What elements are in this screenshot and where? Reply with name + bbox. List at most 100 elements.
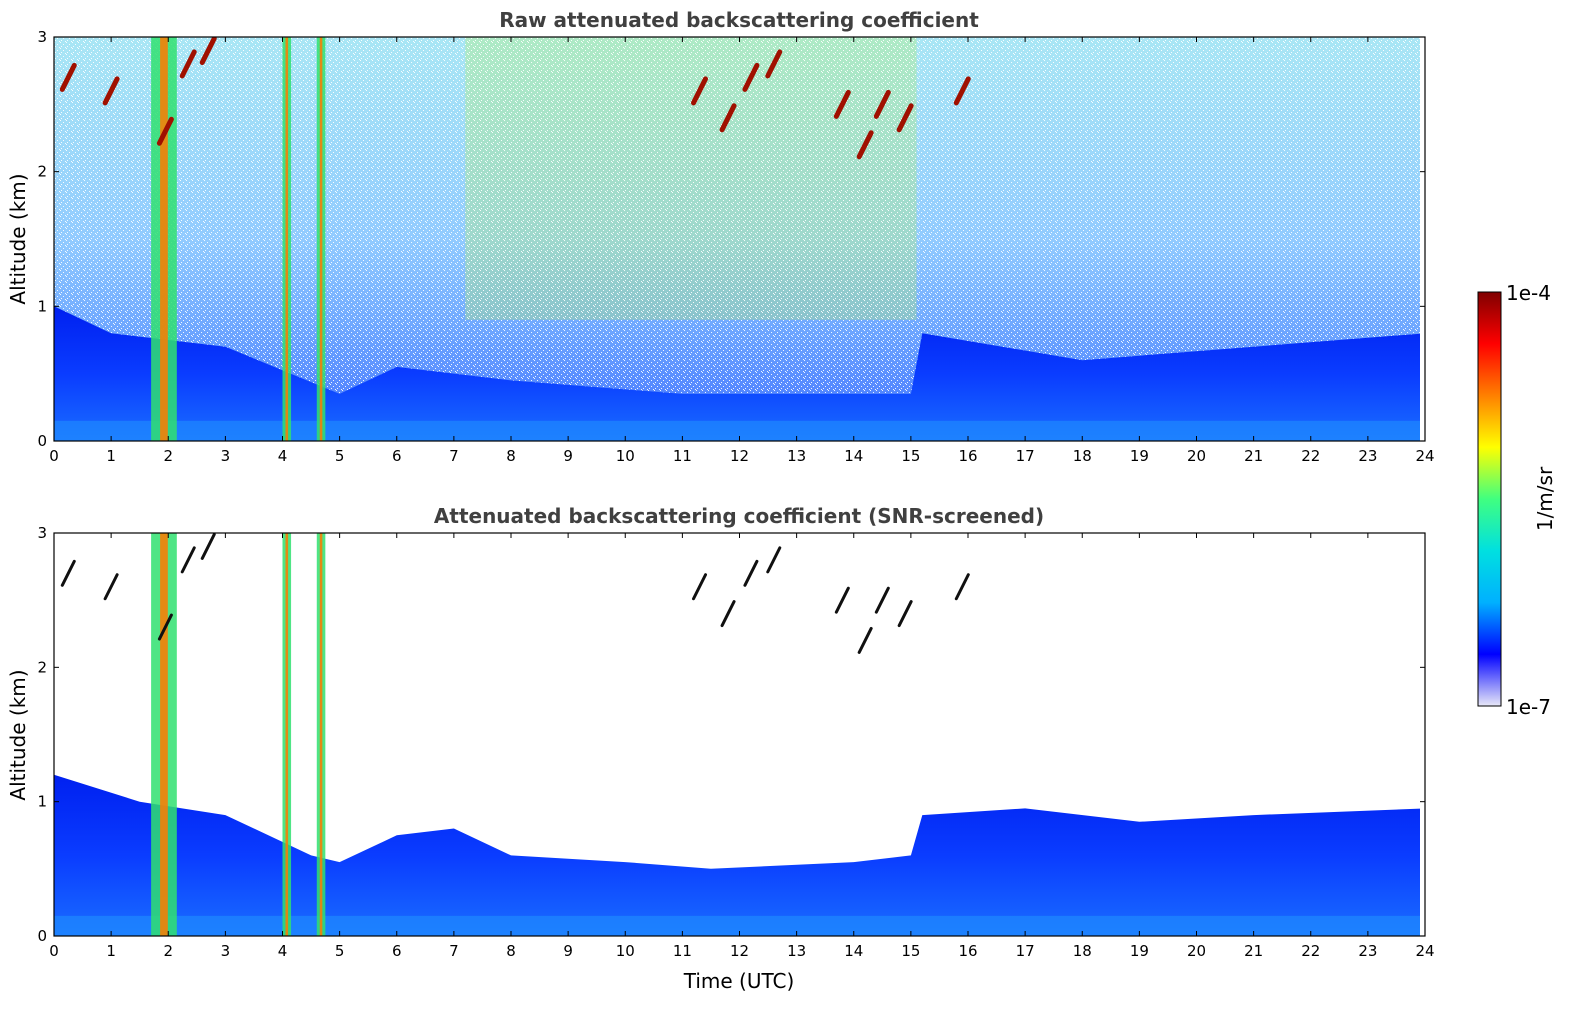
x-tick-label: 3 — [221, 447, 231, 465]
x-tick-label: 16 — [958, 942, 977, 960]
x-tick-label: 22 — [1301, 447, 1320, 465]
x-tick-label: 20 — [1187, 942, 1206, 960]
x-tick-label: 17 — [1016, 942, 1035, 960]
cloud-streak — [874, 586, 890, 614]
cloud-streak — [180, 546, 196, 574]
x-tick-label: 11 — [673, 447, 692, 465]
cloud-streak — [833, 89, 851, 119]
boundary-layer-region — [54, 774, 1420, 936]
panel-screened-y-ticks: 0 1 2 3 — [37, 524, 1425, 945]
x-tick-label: 9 — [563, 447, 573, 465]
panel-screened-plot-area — [54, 533, 1420, 936]
panel-raw-y-ticks: 0 1 2 3 — [37, 28, 1425, 450]
cloud-streak — [953, 76, 971, 106]
cloud-streak — [691, 76, 709, 106]
cloud-streak — [765, 49, 783, 79]
x-tick-label: 20 — [1187, 447, 1206, 465]
colorbar-bar — [1477, 291, 1502, 707]
x-tick-label: 21 — [1244, 942, 1263, 960]
x-tick-label: 3 — [221, 942, 231, 960]
panel-raw: Raw attenuated backscattering coefficien… — [6, 8, 1435, 465]
x-tick-label: 10 — [616, 942, 635, 960]
cloud-streak — [857, 626, 873, 654]
cloud-streak — [200, 533, 216, 560]
cloud-streak — [873, 89, 891, 119]
panel-screened: Attenuated backscattering coefficient (S… — [6, 504, 1435, 993]
cloud-streak — [896, 103, 914, 133]
x-tick-label: 22 — [1301, 942, 1320, 960]
y-tick-label: 2 — [37, 163, 47, 181]
cloud-streak — [766, 546, 782, 574]
y-tick-label: 0 — [37, 432, 47, 450]
panel-raw-plot-area — [54, 37, 1420, 441]
panel-raw-x-ticks: 0 1 2 3 4 5 6 7 8 9 10 11 12 13 14 15 16 17 18 19 20 21 22 23 24 — [49, 37, 1435, 465]
x-tick-label: 6 — [392, 447, 402, 465]
colorbar: 1e-4 1e-7 1/m/sr — [1477, 281, 1557, 719]
x-tick-label: 21 — [1244, 447, 1263, 465]
cloud-streak — [179, 49, 197, 79]
panel-screened-y-axis-label: Altitude (km) — [6, 669, 30, 800]
panel-screened-x-ticks: 0 1 2 3 4 5 6 7 8 9 10 11 12 13 14 15 16 17 18 19 20 21 22 23 24 — [49, 533, 1435, 960]
x-tick-label: 5 — [335, 942, 345, 960]
x-tick-label: 4 — [278, 447, 288, 465]
cloud-streak — [954, 573, 970, 601]
x-tick-label: 24 — [1415, 447, 1434, 465]
precip-band-core — [285, 533, 289, 936]
colorbar-min-label: 1e-7 — [1506, 695, 1551, 719]
x-tick-label: 15 — [901, 942, 920, 960]
x-tick-label: 9 — [563, 942, 573, 960]
colorbar-unit-label: 1/m/sr — [1533, 466, 1557, 531]
precip-band-core — [160, 37, 168, 441]
x-tick-label: 10 — [616, 447, 635, 465]
y-tick-label: 0 — [37, 927, 47, 945]
x-tick-label: 19 — [1130, 447, 1149, 465]
cloud-streak — [60, 559, 76, 587]
x-tick-label: 19 — [1130, 942, 1149, 960]
y-tick-label: 1 — [37, 297, 47, 315]
x-tick-label: 16 — [958, 447, 977, 465]
boundary-layer-region — [54, 306, 1420, 441]
x-tick-label: 6 — [392, 942, 402, 960]
cloud-streak — [834, 586, 850, 614]
cloud-streak — [856, 130, 874, 160]
x-tick-label: 18 — [1073, 447, 1092, 465]
cloud-streak — [719, 103, 737, 133]
cloud-streak — [692, 573, 708, 601]
panel-screened-title: Attenuated backscattering coefficient (S… — [434, 504, 1044, 528]
x-tick-label: 5 — [335, 447, 345, 465]
cloud-streak — [743, 559, 759, 587]
x-tick-label: 23 — [1358, 447, 1377, 465]
precip-band-core — [319, 533, 323, 936]
x-tick-label: 8 — [506, 447, 516, 465]
colorbar-max-label: 1e-4 — [1506, 281, 1551, 305]
precip-band-core — [319, 37, 323, 441]
x-tick-label: 0 — [49, 447, 59, 465]
panel-screened-x-axis-label: Time (UTC) — [683, 969, 795, 993]
x-tick-label: 14 — [844, 447, 863, 465]
surface-layer — [54, 915, 1420, 936]
cloud-streak — [720, 600, 736, 628]
panel-raw-title: Raw attenuated backscattering coefficien… — [499, 8, 979, 32]
x-tick-label: 18 — [1073, 942, 1092, 960]
precip-band-core — [160, 533, 168, 936]
y-tick-label: 3 — [37, 524, 47, 542]
x-tick-label: 12 — [730, 447, 749, 465]
y-tick-label: 2 — [37, 658, 47, 676]
x-tick-label: 4 — [278, 942, 288, 960]
x-tick-label: 13 — [787, 447, 806, 465]
x-tick-label: 17 — [1016, 447, 1035, 465]
y-tick-label: 3 — [37, 28, 47, 46]
x-tick-label: 2 — [163, 942, 173, 960]
x-tick-label: 11 — [673, 942, 692, 960]
x-tick-label: 1 — [106, 942, 116, 960]
x-tick-label: 7 — [449, 447, 459, 465]
x-tick-label: 15 — [901, 447, 920, 465]
cloud-streak — [157, 613, 173, 641]
cloud-streak — [103, 573, 119, 601]
x-tick-label: 7 — [449, 942, 459, 960]
panel-raw-y-axis-label: Altitude (km) — [6, 173, 30, 304]
surface-layer — [54, 420, 1420, 441]
x-tick-label: 2 — [163, 447, 173, 465]
cloud-streak — [742, 62, 760, 92]
